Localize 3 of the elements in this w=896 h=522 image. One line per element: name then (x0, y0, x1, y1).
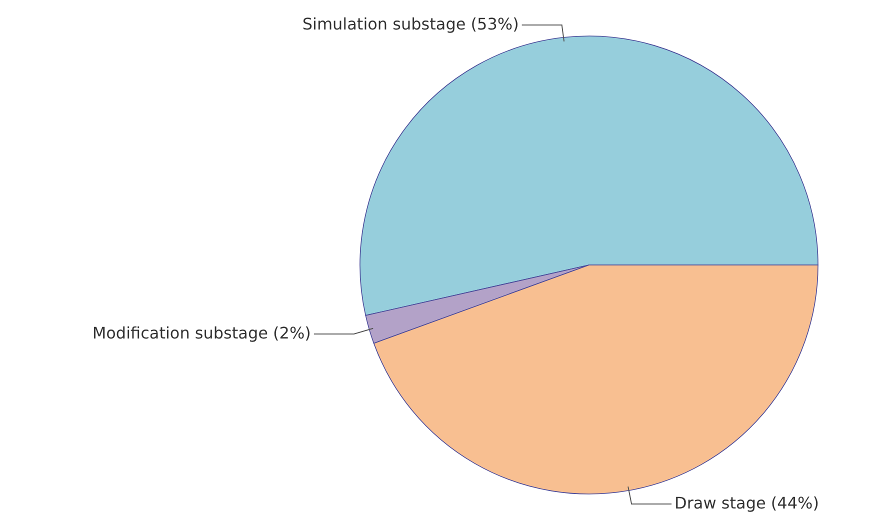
slice-label: Simulation substage (53%) (302, 14, 519, 34)
slice-label: Modification substage (2%) (92, 323, 311, 342)
slice-label: Draw stage (44%) (674, 493, 819, 512)
